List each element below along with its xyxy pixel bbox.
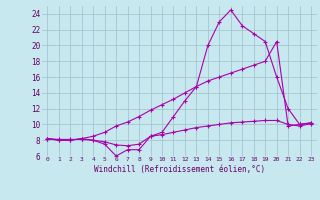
X-axis label: Windchill (Refroidissement éolien,°C): Windchill (Refroidissement éolien,°C)	[94, 165, 265, 174]
